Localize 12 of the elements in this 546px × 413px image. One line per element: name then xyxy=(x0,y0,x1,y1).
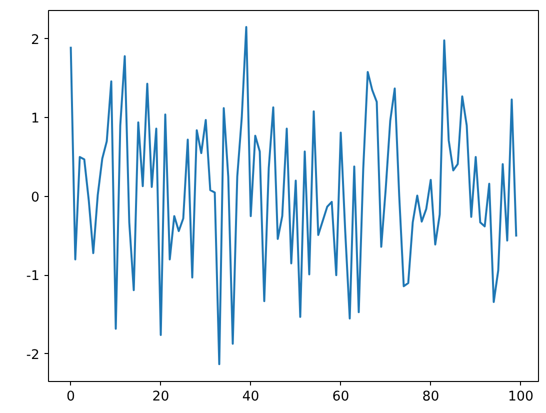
y-tick-label: 2 xyxy=(31,32,40,48)
y-tick-label: -2 xyxy=(26,348,40,363)
x-tick-label: 60 xyxy=(332,390,350,404)
x-tick-label: 20 xyxy=(152,390,170,404)
line-series xyxy=(70,26,518,366)
y-tick-label: -1 xyxy=(26,269,40,284)
x-tick-label: 0 xyxy=(66,390,76,404)
x-tick-label: 80 xyxy=(422,390,440,404)
y-tick-label: 0 xyxy=(31,190,40,206)
y-tick-label: 1 xyxy=(31,112,40,127)
x-tick-label: 40 xyxy=(242,390,260,404)
x-tick-label: 100 xyxy=(508,390,534,404)
